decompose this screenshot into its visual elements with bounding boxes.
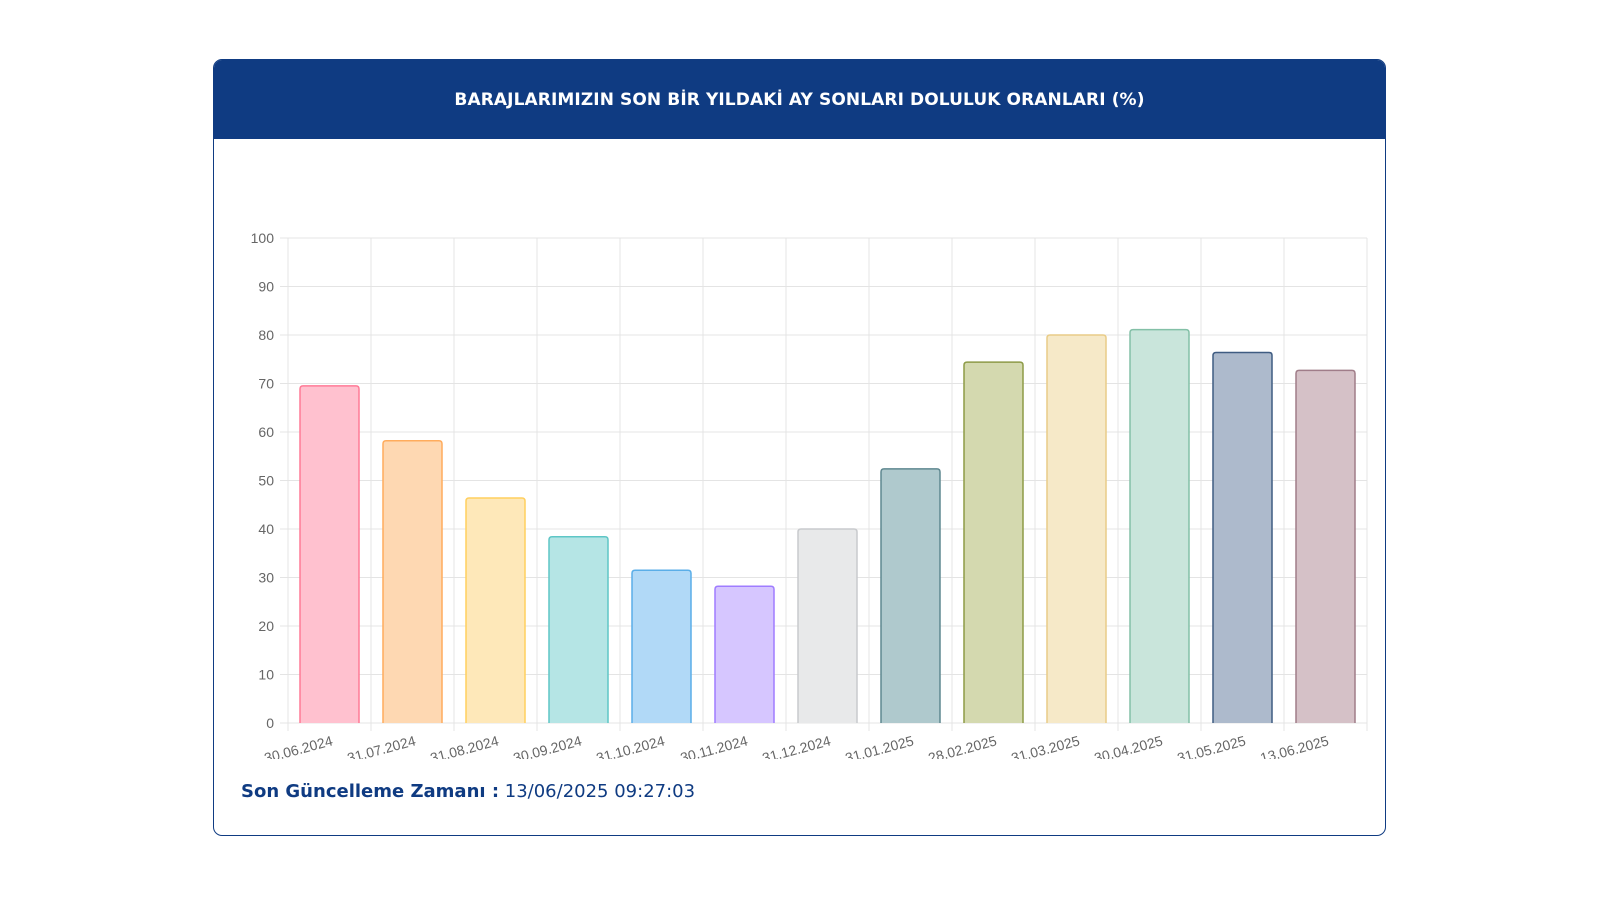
x-tick-label: 31.05.2025 (1175, 732, 1247, 759)
bar (1212, 351, 1273, 723)
x-tick-label: 30.09.2024 (511, 732, 583, 759)
bar (1046, 334, 1107, 723)
y-tick-label: 90 (258, 279, 274, 295)
y-tick-label: 100 (251, 230, 275, 246)
chart-card: BARAJLARIMIZIN SON BİR YILDAKİ AY SONLAR… (213, 59, 1386, 836)
last-updated-label: Son Güncelleme Zamanı : (241, 781, 500, 802)
y-tick-label: 0 (266, 715, 274, 731)
bar (382, 439, 443, 723)
x-tick-label: 28.02.2025 (926, 732, 998, 759)
y-tick-label: 60 (258, 424, 274, 440)
y-tick-label: 40 (258, 521, 274, 537)
chart-title: BARAJLARIMIZIN SON BİR YILDAKİ AY SONLAR… (214, 60, 1385, 139)
last-updated-value: 13/06/2025 09:27:03 (504, 781, 696, 802)
chart-canvas: 0 10 20 30 40 50 60 70 80 90 100 30.06.2024 31.07.20… (251, 230, 1368, 759)
x-tick-label: 31.08.2024 (428, 732, 500, 759)
x-tick-label: 31.10.2024 (594, 732, 666, 759)
x-tick-label: 30.04.2025 (1092, 732, 1164, 759)
x-tick-label: 13.06.2025 (1258, 732, 1330, 759)
bar (1129, 328, 1190, 723)
bar-chart: 0 10 20 30 40 50 60 70 80 90 100 30.06.2024 31.07.20… (214, 139, 1385, 759)
y-tick-label: 50 (258, 473, 274, 489)
x-tick-label: 30.11.2024 (678, 732, 749, 759)
bar (880, 468, 941, 723)
x-tick-label: 30.06.2024 (262, 732, 334, 759)
bar (299, 385, 360, 723)
bar (714, 585, 775, 723)
y-tick-label: 20 (258, 618, 274, 634)
bar (465, 497, 526, 723)
y-tick-label: 10 (258, 667, 274, 683)
x-tick-label: 31.12.2024 (760, 732, 832, 759)
y-tick-label: 30 (258, 570, 274, 586)
y-tick-label: 70 (258, 376, 274, 392)
last-updated: Son Güncelleme Zamanı : 13/06/2025 09:27… (241, 781, 695, 802)
bar (631, 569, 692, 723)
x-tick-label: 31.03.2025 (1009, 732, 1081, 759)
bar (548, 536, 609, 723)
bar (1295, 369, 1356, 723)
bar (963, 361, 1024, 723)
y-tick-label: 80 (258, 327, 274, 343)
x-tick-label: 31.01.2025 (843, 732, 915, 759)
x-tick-label: 31.07.2024 (345, 732, 417, 759)
bar (797, 528, 858, 723)
